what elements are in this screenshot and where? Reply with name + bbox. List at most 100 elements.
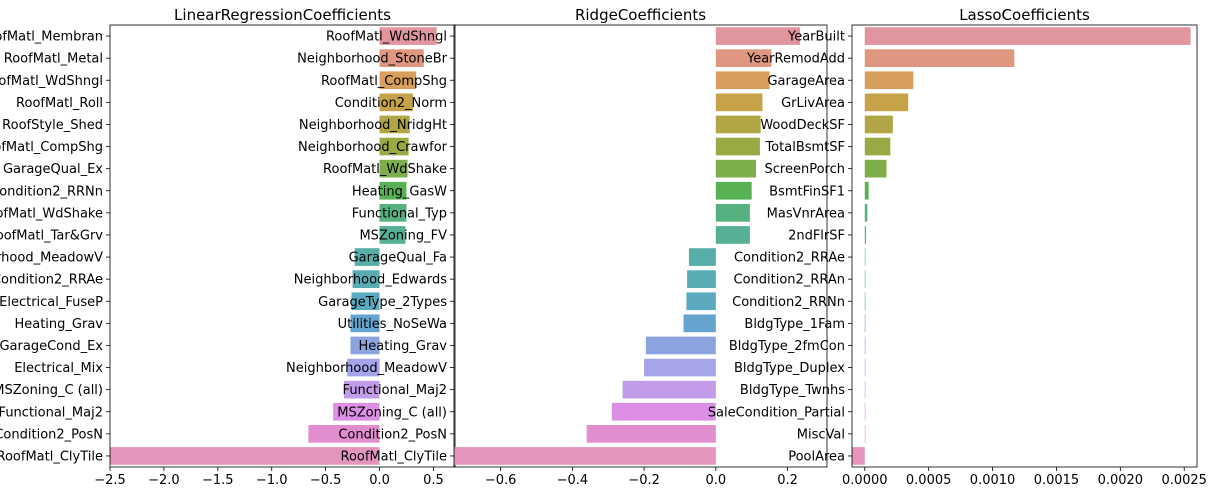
category-label: RoofMatl_WdShngl (326, 30, 447, 45)
bar (864, 71, 914, 90)
x-tick-label: 0.5 (423, 473, 444, 488)
bar (715, 71, 770, 90)
category-label: Condition2_Norm (335, 96, 447, 111)
bar (715, 137, 760, 156)
category-label: Electrical_Mix (14, 361, 103, 376)
category-label: MSZoning_C (all) (337, 405, 447, 420)
bar (379, 204, 407, 222)
category-label: GarageQual_Fa (349, 251, 447, 266)
bar (347, 358, 380, 377)
category-label: Neighborhood_MeadowV (286, 361, 447, 376)
bar (864, 49, 1015, 67)
bar (379, 115, 410, 134)
category-label: Condition2_RRAe (734, 251, 845, 266)
category-label: Condition2_RRAn (734, 273, 845, 288)
category-label: RoofMatl_WdShngl (0, 74, 103, 89)
panel-lasso: YearBuilt YearRemodAdd GarageArea GrLivArea… (708, 6, 1207, 488)
bar (308, 425, 380, 443)
category-label: GarageArea (767, 74, 845, 89)
bar (715, 27, 801, 45)
bar (864, 27, 1191, 45)
bar (343, 380, 380, 399)
category-label: Condition2_RRNn (0, 184, 103, 199)
bar (379, 49, 424, 67)
x-tick-label: 0.0000 (842, 473, 888, 488)
x-tick-label: −0.4 (557, 473, 589, 488)
category-label: Condition2_RRNn (732, 295, 845, 310)
category-label: ScreenPorch (765, 162, 845, 177)
category-label: RoofMatl_ClyTile (341, 449, 447, 464)
x-tick-label: −0.6 (485, 473, 517, 488)
bar (586, 425, 716, 443)
category-label: RoofMatl_WdShake (323, 162, 447, 177)
axes-frame (109, 24, 456, 468)
category-label: Functional_Maj2 (0, 405, 103, 420)
bar (864, 336, 866, 355)
category-label: Neighborhood_Edwards (294, 273, 447, 288)
category-label: YearRemodAdd (746, 52, 845, 67)
x-tick-label: 0.0015 (1034, 473, 1080, 488)
category-label: BsmtFinSF1 (769, 184, 845, 199)
bar (715, 49, 772, 67)
bar (110, 447, 380, 465)
bar (645, 336, 716, 355)
category-label: WoodDeckSF (760, 118, 845, 133)
category-label: MasVnrArea (767, 206, 845, 221)
panel-ridge: RoofMatl_WdShngl Neighborhood_StoneBr Roof… (286, 6, 828, 488)
category-label: Heating_GasW (352, 184, 447, 199)
axes-frame (851, 24, 1198, 468)
bar (379, 159, 408, 178)
category-label: 2ndFlrSF (788, 228, 845, 243)
category-label: GarageCond_Ex (0, 339, 103, 354)
category-label: RoofMatl_Membran (0, 30, 103, 45)
category-label: SaleCondition_Partial (708, 405, 845, 420)
category-label: Functional_Typ (352, 206, 447, 221)
bar (715, 159, 756, 178)
bar (864, 159, 887, 178)
bar (333, 402, 380, 421)
bar (864, 248, 866, 266)
bar (622, 380, 716, 399)
category-label: RoofStyle_Shed (2, 118, 103, 133)
bar (354, 248, 380, 266)
category-label: GrLivArea (781, 96, 845, 111)
bar (379, 27, 437, 45)
category-label: BldgType_2fmCon (729, 339, 845, 354)
bar (864, 137, 891, 156)
bar (864, 402, 866, 421)
bar (715, 115, 761, 134)
bar (351, 292, 380, 311)
bar (864, 380, 866, 399)
category-label: Functional_Maj2 (343, 383, 447, 398)
x-tick-label: 0.0005 (906, 473, 952, 488)
category-label: RoofMatl_ClyTile (0, 449, 103, 464)
x-tick-label: 0.0 (705, 473, 726, 488)
bar (864, 115, 893, 134)
category-label: RoofMatl_CompShg (321, 74, 447, 89)
bar (864, 358, 866, 377)
bar (644, 358, 716, 377)
category-label: Electrical_FuseP (0, 295, 103, 310)
panel-linear: RoofMatl_Membran RoofMatl_Metal RoofMatl_W… (0, 6, 456, 488)
category-label: Neighborhood_NridgHt (299, 118, 447, 133)
category-label: Condition2_PosN (0, 427, 103, 442)
category-label: Heating_Grav (14, 317, 103, 332)
bar (688, 248, 716, 266)
bar (379, 71, 417, 90)
bar (611, 402, 716, 421)
category-label: BldgType_1Fam (744, 317, 845, 332)
x-tick-label: −1.0 (256, 473, 288, 488)
bar (379, 181, 407, 200)
category-label: PoolArea (788, 449, 845, 464)
category-label: RoofMatl_Tar&Grv (0, 228, 103, 243)
chart-title: LassoCoefficients (959, 6, 1090, 24)
bar (864, 226, 867, 244)
x-tick-label: −2.5 (94, 473, 126, 488)
bar (852, 447, 865, 465)
bar (864, 425, 866, 443)
category-label: Heating_Grav (358, 339, 447, 354)
x-tick-label: 0.2 (777, 473, 798, 488)
category-label: Condition2_RRAe (0, 273, 103, 288)
category-label: BldgType_Twnhs (740, 383, 845, 398)
